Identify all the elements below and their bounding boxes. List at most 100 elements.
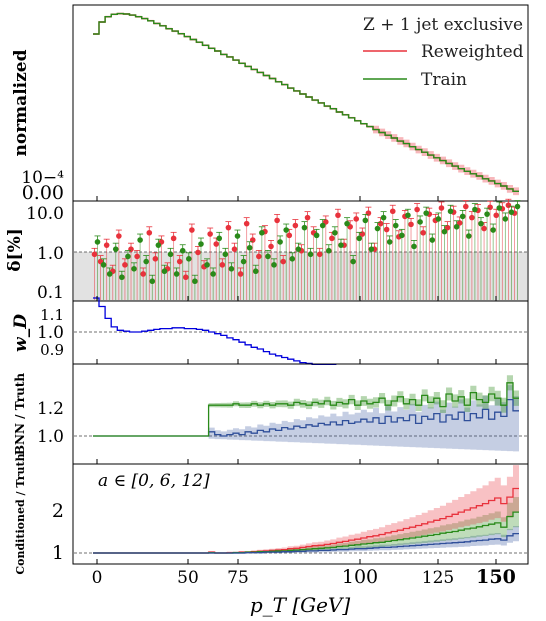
delta-point-1-49 — [392, 222, 399, 229]
legend-title: Z + 1 jet exclusive — [363, 15, 523, 35]
delta-point-1-14 — [179, 247, 186, 254]
delta-point-0-52 — [408, 221, 414, 228]
delta-point-0-62 — [469, 214, 475, 221]
delta-point-0-0 — [91, 251, 98, 258]
delta-point-0-45 — [365, 210, 372, 216]
legend-label-reweighted: Reweighted — [421, 42, 524, 62]
delta-point-0-25 — [243, 220, 250, 227]
conditioned-line-blue — [93, 532, 519, 554]
delta-point-0-13 — [170, 235, 177, 242]
delta-point-0-20 — [213, 241, 220, 247]
delta-point-1-66 — [496, 205, 503, 211]
delta-point-1-47 — [380, 214, 387, 221]
delta-point-1-53 — [417, 219, 423, 225]
delta-point-1-18 — [204, 262, 210, 268]
delta-point-1-44 — [362, 217, 369, 224]
wd-ytick-0-9: 0.9 — [40, 341, 64, 359]
delta-ytick-10-0: 10.0 — [26, 204, 64, 224]
delta-point-1-13 — [173, 271, 180, 277]
delta-point-1-3 — [112, 246, 119, 252]
main-panel: normalized 10−⁴ 0.00 Z + 1 jet exclusive… — [11, 4, 529, 204]
delta-point-1-68 — [508, 209, 515, 215]
delta-point-0-21 — [219, 262, 226, 268]
main-ytick-zero: 0.00 — [22, 182, 64, 204]
delta-point-1-16 — [192, 278, 198, 285]
delta-point-1-51 — [405, 212, 411, 219]
delta-point-1-25 — [246, 244, 253, 251]
delta-point-0-61 — [463, 203, 469, 210]
delta-point-1-37 — [319, 222, 326, 229]
delta-point-0-57 — [438, 205, 445, 211]
delta-point-0-33 — [292, 222, 299, 229]
delta-point-0-37 — [316, 251, 323, 258]
delta-point-1-21 — [222, 251, 229, 258]
delta-point-1-9 — [149, 278, 156, 285]
delta-point-1-8 — [143, 258, 149, 265]
delta-point-0-14 — [176, 258, 183, 265]
delta-point-1-19 — [210, 271, 216, 277]
x-ticks-group — [96, 196, 497, 564]
delta-point-1-65 — [490, 227, 496, 233]
delta-point-0-48 — [383, 226, 390, 233]
delta-point-0-29 — [268, 243, 274, 250]
wd-ytick-1-1: 1.1 — [40, 306, 64, 324]
delta-point-1-12 — [167, 251, 174, 258]
delta-point-1-30 — [277, 239, 283, 245]
delta-point-1-45 — [368, 246, 375, 252]
delta-point-1-22 — [228, 266, 235, 272]
xtick-label-50: 50 — [177, 568, 199, 588]
xtick-label-100: 100 — [342, 566, 378, 588]
delta-point-0-60 — [456, 220, 463, 226]
delta-point-1-56 — [435, 216, 442, 222]
conditioned-ytick-2: 2 — [52, 500, 64, 522]
delta-point-1-34 — [301, 224, 308, 231]
bnn-panel: BNN / Truth 1.2 1.0 — [13, 363, 529, 465]
delta-point-1-52 — [411, 243, 417, 250]
delta-point-1-26 — [252, 268, 259, 275]
delta-point-0-49 — [389, 208, 396, 215]
delta-point-1-6 — [131, 266, 137, 272]
delta-point-0-64 — [481, 225, 487, 232]
bnn-line-green — [93, 382, 519, 437]
delta-ylabel: δ[%] — [5, 228, 25, 272]
bnn-line-blue — [93, 398, 519, 437]
delta-point-1-27 — [259, 229, 265, 236]
main-line-train — [93, 12, 519, 192]
bnn-band-blue — [208, 385, 519, 452]
x-axis: 0 50 75 100 125 150 p_T [GeV] — [92, 196, 516, 617]
delta-point-0-35 — [304, 214, 311, 221]
conditioned-panel-frame — [72, 463, 529, 565]
delta-point-0-39 — [329, 235, 335, 242]
delta-point-0-9 — [146, 229, 153, 236]
delta-point-1-28 — [265, 253, 271, 260]
delta-point-1-0 — [94, 239, 101, 245]
delta-point-0-47 — [377, 220, 384, 227]
delta-point-0-6 — [128, 246, 134, 252]
delta-point-1-42 — [350, 258, 356, 265]
delta-point-0-43 — [353, 216, 360, 222]
conditioned-band-blue — [93, 526, 519, 554]
delta-panel: δ[%] 0.1 1.0 10.0 — [5, 198, 529, 303]
delta-point-0-8 — [140, 271, 146, 277]
delta-point-0-15 — [183, 274, 189, 281]
delta-point-1-55 — [429, 237, 436, 243]
conditioned-band-green — [93, 497, 519, 554]
legend-label-train: Train — [421, 70, 467, 90]
delta-point-1-1 — [100, 262, 107, 268]
delta-point-0-68 — [505, 202, 512, 209]
delta-point-0-7 — [134, 253, 140, 260]
delta-point-1-41 — [344, 220, 350, 227]
delta-point-0-31 — [280, 258, 286, 265]
x-axis-label: p_T [GeV] — [250, 593, 351, 617]
delta-point-1-24 — [240, 258, 247, 265]
delta-point-1-10 — [155, 242, 162, 248]
delta-point-1-33 — [295, 246, 302, 252]
wd-series-group — [93, 297, 337, 365]
delta-point-0-4 — [116, 233, 122, 239]
delta-point-1-43 — [356, 235, 363, 242]
delta-point-1-2 — [106, 271, 113, 277]
conditioned-series-group — [93, 465, 519, 554]
delta-point-0-10 — [152, 256, 159, 262]
conditioned-ytick-1: 1 — [52, 542, 64, 564]
